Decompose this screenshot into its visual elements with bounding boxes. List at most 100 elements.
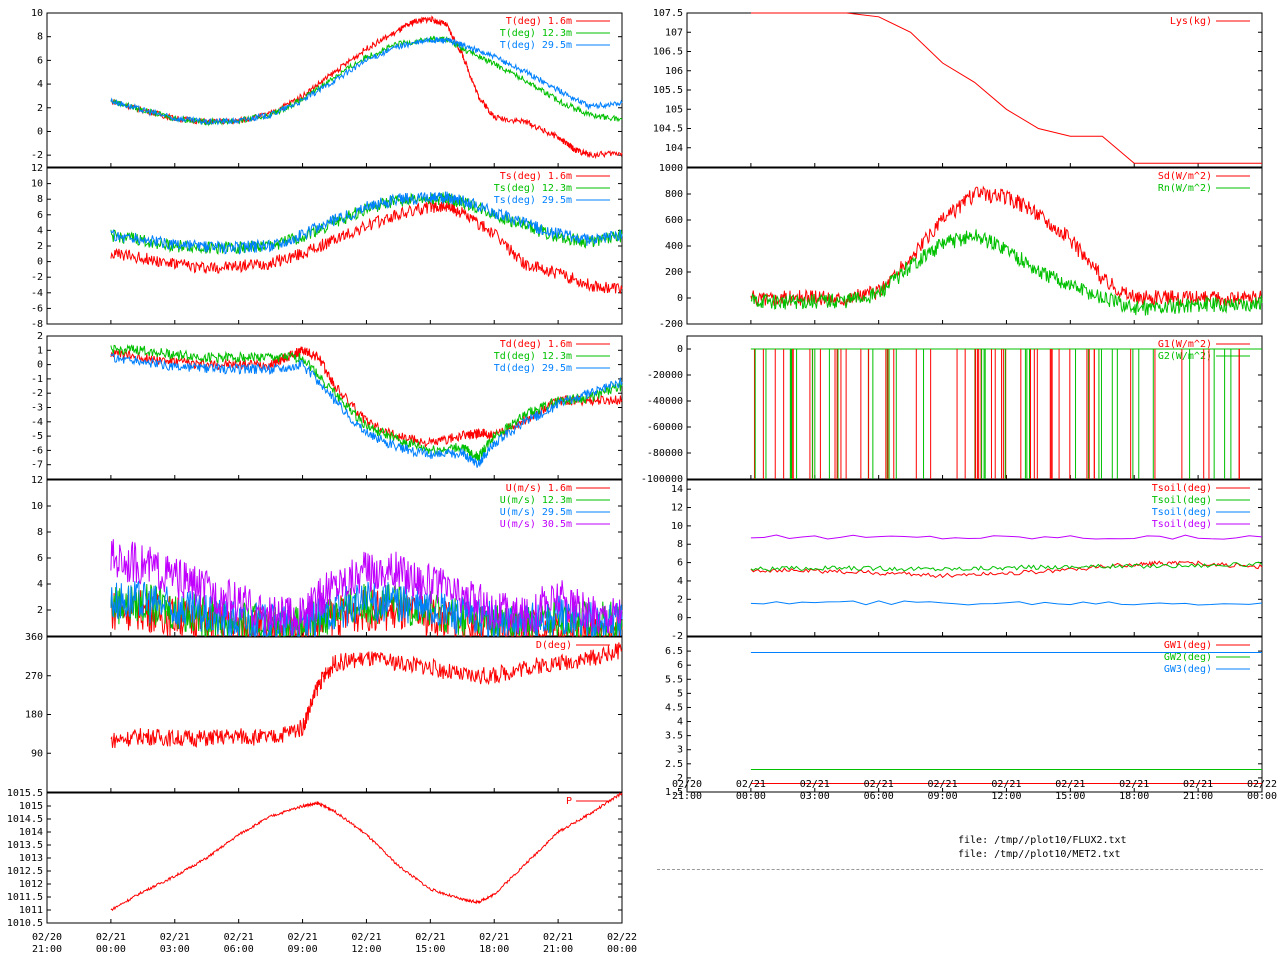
legend-label: Ts(deg) 12.3m — [494, 183, 572, 194]
left-x-tick-date-label: 02/21 — [224, 932, 254, 943]
y-tick-label: 0 — [677, 613, 683, 624]
right-x-tick-date-label: 02/21 — [736, 779, 766, 790]
legend-label: Tsoil(deg) — [1152, 495, 1212, 506]
legend-label: Sd(W/m^2) — [1158, 171, 1212, 182]
series-line — [110, 792, 623, 912]
legend-label: P — [566, 796, 572, 807]
left-x-tick-time-label: 21:00 — [32, 944, 62, 955]
y-tick-label: 104.5 — [653, 124, 683, 135]
right-x-tick-time-label: 15:00 — [1055, 791, 1085, 802]
right-x-tick-date-label: 02/21 — [800, 779, 830, 790]
y-tick-label: 800 — [665, 189, 683, 200]
y-tick-label: 4.5 — [665, 702, 683, 713]
left-x-tick-time-label: 09:00 — [288, 944, 318, 955]
left-x-tick-date-label: 02/21 — [96, 932, 126, 943]
y-tick-label: 1.5 — [665, 787, 683, 798]
left-x-tick-date-label: 02/21 — [479, 932, 509, 943]
legend-label: Td(deg) 12.3m — [494, 351, 572, 362]
y-tick-label: 6 — [677, 660, 683, 671]
right-x-tick-time-label: 06:00 — [864, 791, 894, 802]
y-tick-label: 1011 — [19, 905, 43, 916]
left-x-tick-time-label: 00:00 — [607, 944, 637, 955]
y-tick-label: 1010.5 — [7, 918, 43, 929]
y-tick-label: 360 — [25, 632, 43, 643]
left-x-tick-time-label: 18:00 — [479, 944, 509, 955]
y-tick-label: 8 — [37, 32, 43, 43]
y-tick-label: 2 — [37, 241, 43, 252]
y-tick-label: -100000 — [641, 474, 683, 485]
right-x-tick-time-label: 21:00 — [1183, 791, 1213, 802]
y-tick-label: 6 — [37, 553, 43, 564]
y-tick-label: 1011.5 — [7, 892, 43, 903]
footer-file-flux: file: /tmp//plot10/FLUX2.txt — [958, 835, 1127, 846]
legend-label: D(deg) — [536, 640, 572, 651]
left-x-tick-time-label: 15:00 — [415, 944, 445, 955]
plot-frame — [46, 12, 623, 168]
right-x-tick-date-label: 02/21 — [1183, 779, 1213, 790]
left-x-tick-date-label: 02/21 — [543, 932, 573, 943]
footer-files: file: /tmp//plot10/FLUX2.txt file: /tmp/… — [958, 834, 1127, 862]
legend-label: Td(deg) 1.6m — [500, 339, 572, 350]
right-x-tick-date-label: 02/21 — [1055, 779, 1085, 790]
y-tick-label: 104 — [665, 143, 683, 154]
legend-label: Rn(W/m^2) — [1158, 183, 1212, 194]
footer-divider — [657, 869, 1263, 870]
y-tick-label: 6 — [37, 55, 43, 66]
y-tick-label: 1015 — [19, 801, 43, 812]
y-tick-label: 180 — [25, 710, 43, 721]
panel-lys: 104 104.5 105 105.5 106 106.5 107 107.5 Lys(kg) — [653, 8, 1263, 168]
y-tick-label: 3.5 — [665, 731, 683, 742]
y-tick-label: -2 — [31, 388, 43, 399]
y-tick-label: -20000 — [647, 370, 683, 381]
y-tick-label: 14 — [671, 484, 683, 495]
right-x-tick-time-label: 21:00 — [672, 791, 702, 802]
y-tick-label: -6 — [31, 303, 43, 314]
y-tick-label: -2 — [31, 272, 43, 283]
y-tick-label: 10 — [671, 521, 683, 532]
legend-label: Td(deg) 29.5m — [494, 363, 572, 374]
y-tick-label: -60000 — [647, 422, 683, 433]
y-tick-label: -2 — [671, 631, 683, 642]
y-tick-label: 1014.5 — [7, 814, 43, 825]
series-line — [110, 352, 623, 468]
y-tick-label: 107 — [665, 27, 683, 38]
y-tick-label: 2 — [677, 773, 683, 784]
panel-u: 2 4 6 8 10 12 U(m/s) 1.6mU(m/s) 12.3mU(m/s) 29… — [31, 475, 623, 638]
y-tick-label: 1014 — [19, 827, 43, 838]
plot-frame — [686, 479, 1263, 637]
series-line — [110, 36, 623, 126]
legend-label: Lys(kg) — [1170, 16, 1212, 27]
right-x-tick-time-label: 12:00 — [991, 791, 1021, 802]
left-x-tick-time-label: 21:00 — [543, 944, 573, 955]
y-tick-label: 107.5 — [653, 8, 683, 19]
left-x-tick-date-label: 02/21 — [160, 932, 190, 943]
y-tick-label: -1 — [31, 374, 43, 385]
y-tick-label: 4 — [37, 579, 43, 590]
y-tick-label: 1012.5 — [7, 866, 43, 877]
y-tick-label: 0 — [37, 126, 43, 137]
y-tick-label: -4 — [31, 288, 43, 299]
y-tick-label: -3 — [31, 403, 43, 414]
y-tick-label: 106 — [665, 66, 683, 77]
series-line — [750, 561, 1263, 572]
y-tick-label: 1013 — [19, 853, 43, 864]
right-x-tick-time-label: 09:00 — [928, 791, 958, 802]
panel-t: -2 0 2 4 6 8 10 T(deg) 1.6mT(deg) 12.3mT(deg) 2… — [31, 8, 623, 168]
legend-label: G1(W/m^2) — [1158, 339, 1212, 350]
left-x-tick-time-label: 06:00 — [224, 944, 254, 955]
y-tick-label: 200 — [665, 267, 683, 278]
y-tick-label: 2 — [37, 331, 43, 342]
legend-label: GW3(deg) — [1164, 664, 1212, 675]
y-tick-label: 3 — [677, 745, 683, 756]
y-tick-label: 0 — [37, 360, 43, 371]
right-x-tick-date-label: 02/20 — [672, 779, 702, 790]
y-tick-label: 8 — [37, 194, 43, 205]
y-tick-label: 0 — [37, 257, 43, 268]
legend-label: GW2(deg) — [1164, 652, 1212, 663]
y-tick-label: 1000 — [659, 163, 683, 174]
y-tick-label: 1012 — [19, 879, 43, 890]
y-tick-label: 1 — [37, 345, 43, 356]
y-tick-label: 12 — [31, 475, 43, 486]
